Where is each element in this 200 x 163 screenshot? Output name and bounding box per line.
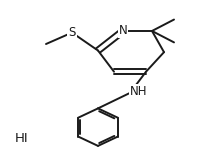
Text: NH: NH [130, 85, 148, 98]
Text: S: S [68, 26, 76, 39]
Text: HI: HI [15, 132, 29, 145]
Text: N: N [119, 24, 127, 37]
